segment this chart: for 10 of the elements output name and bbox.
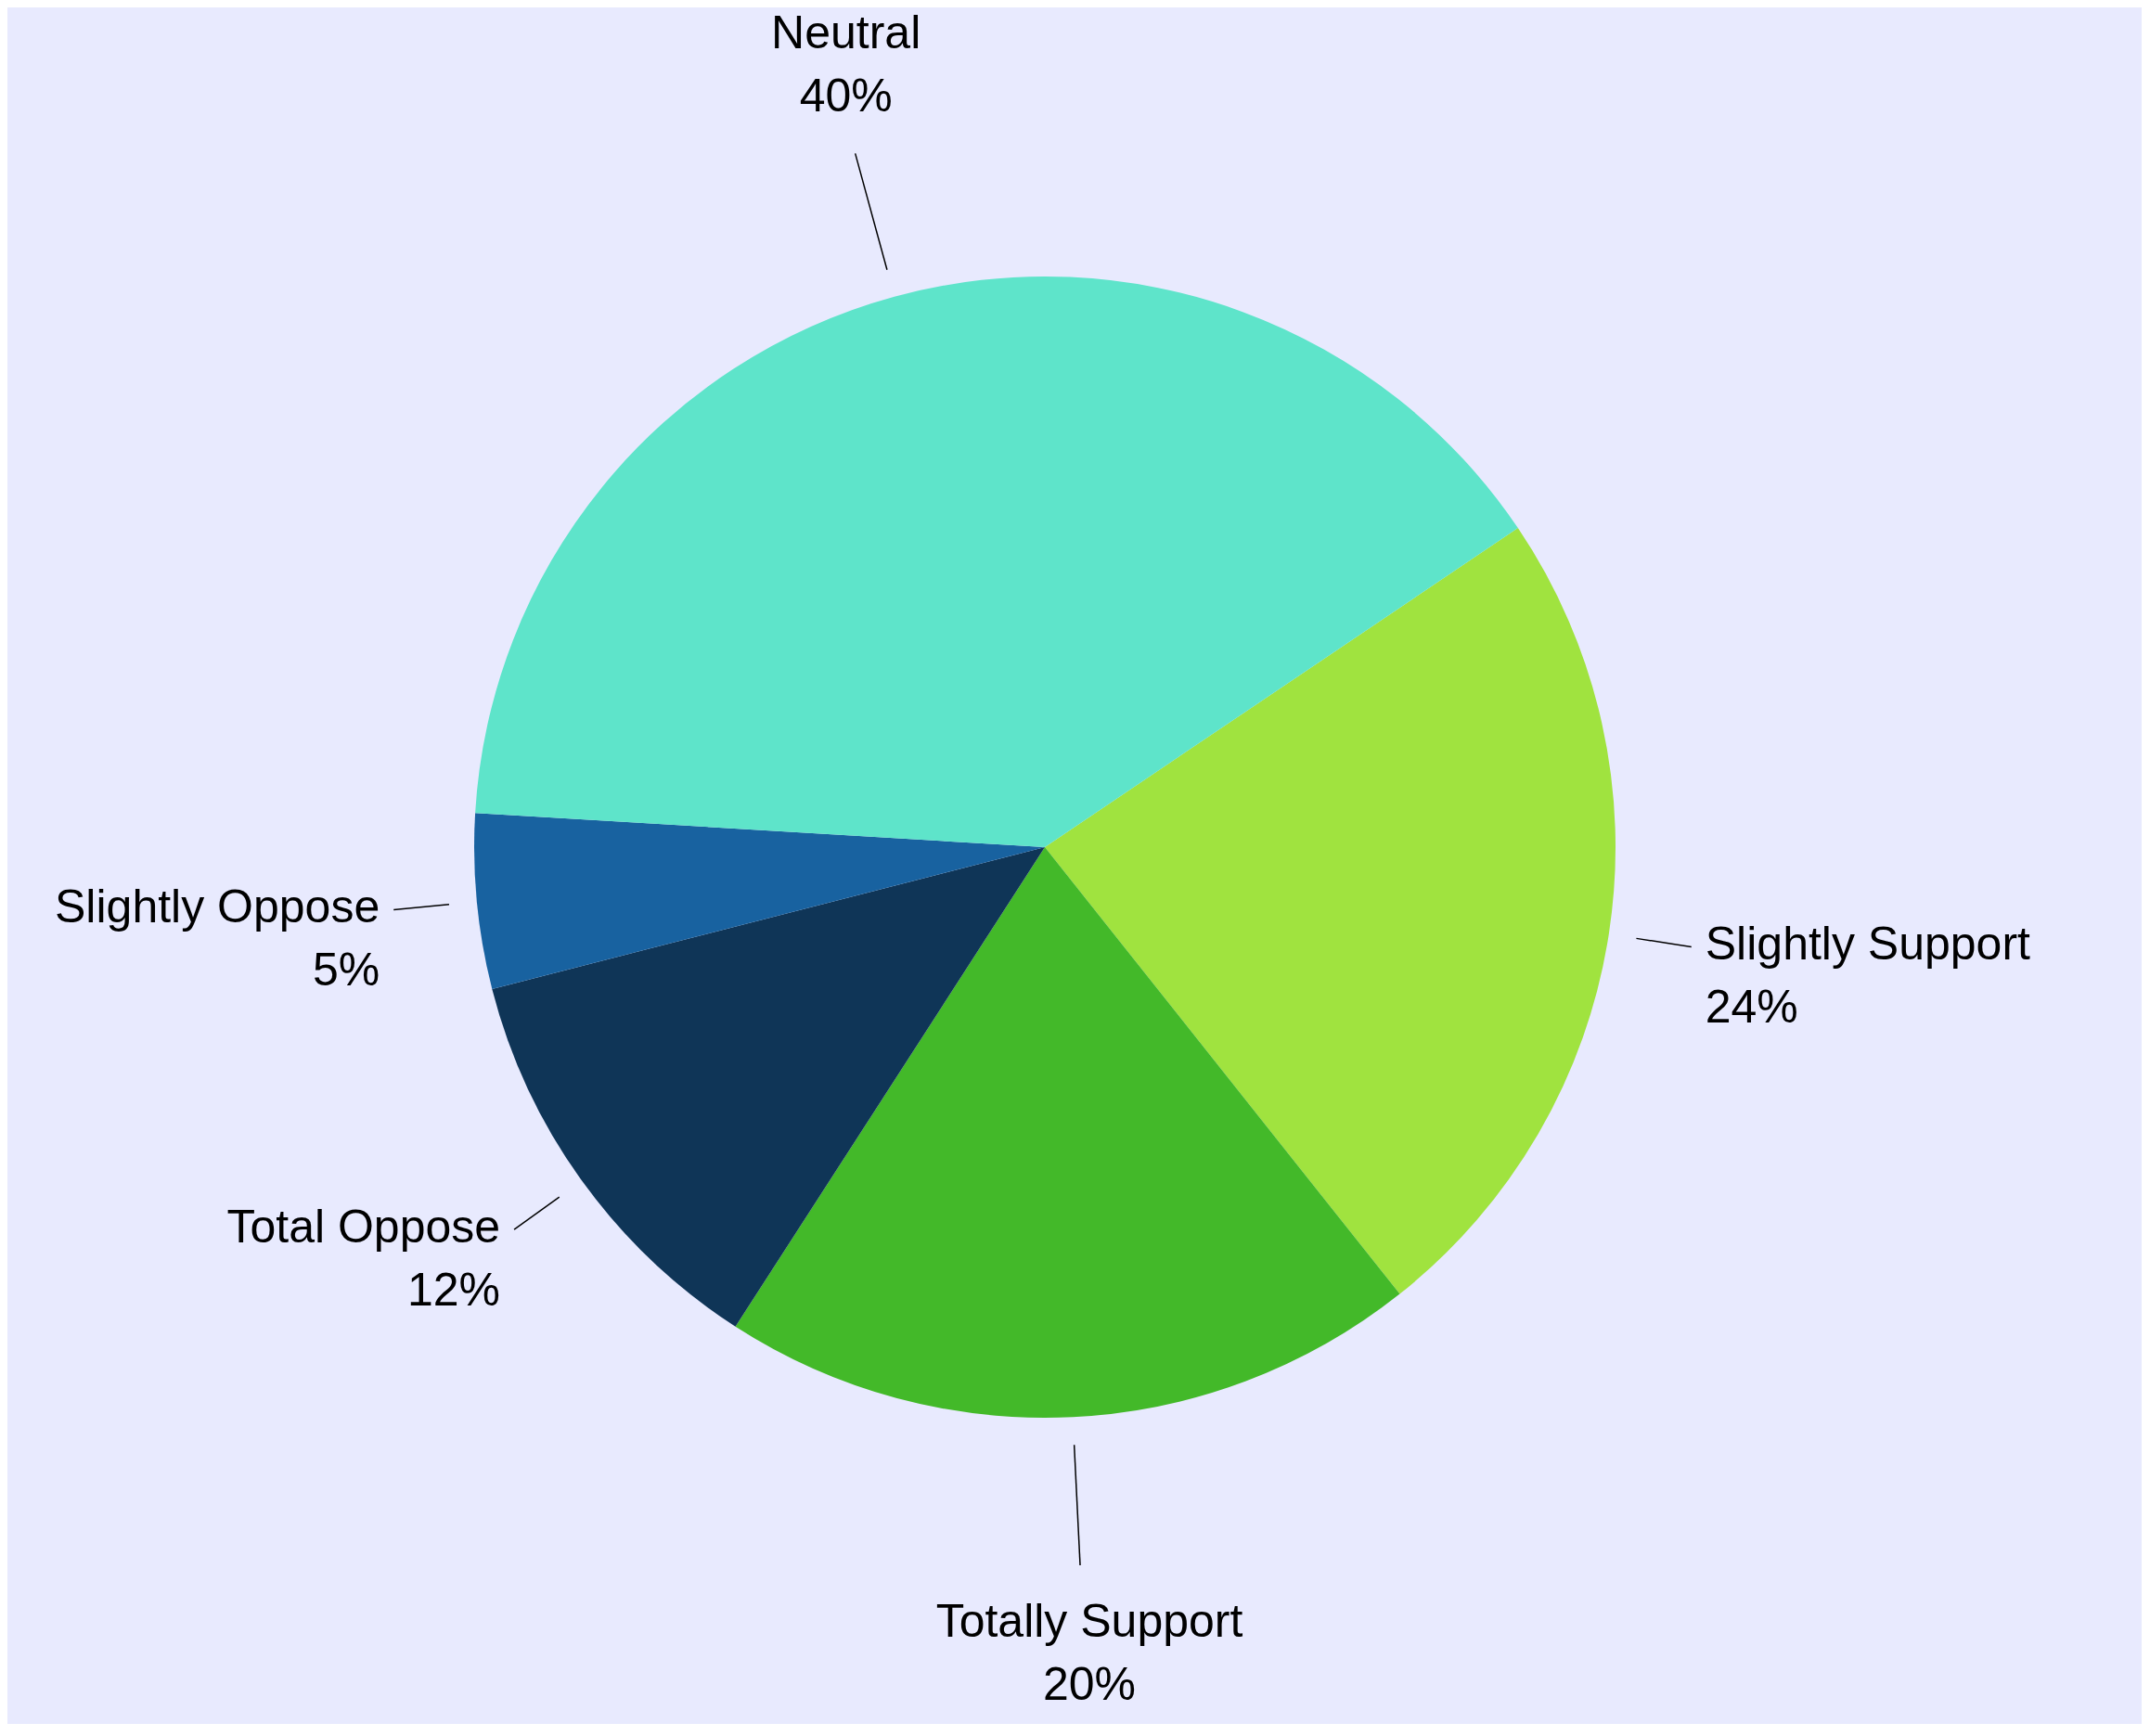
- data-label: 5%: [312, 944, 380, 997]
- data-label: 40%: [799, 70, 893, 122]
- slice-label: Totally Support: [935, 1594, 1243, 1647]
- slice-label: Slightly Support: [1705, 918, 2031, 971]
- data-label: 24%: [1705, 981, 1798, 1034]
- slice-label: Neutral: [771, 6, 921, 59]
- data-label: 12%: [406, 1264, 501, 1316]
- slice-label: Slightly Oppose: [55, 881, 380, 933]
- data-label: 20%: [1042, 1657, 1137, 1710]
- slice-label: Total Oppose: [226, 1201, 501, 1253]
